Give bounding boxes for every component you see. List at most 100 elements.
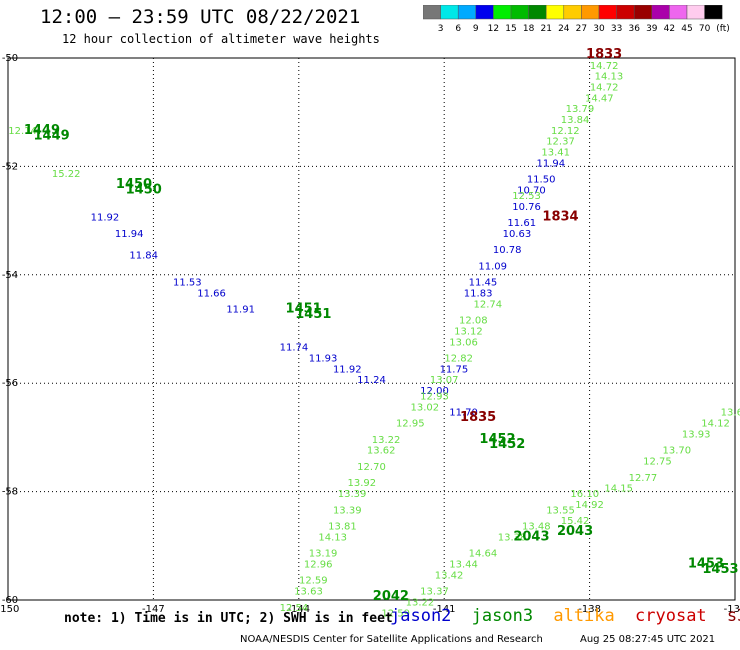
wave-height-point: 13.38 — [498, 532, 527, 543]
wave-height-point: 11.94 — [537, 158, 566, 169]
wave-height-point: 13.02 — [410, 402, 439, 413]
wave-height-point: 12.93 — [420, 391, 449, 402]
wave-height-point: 13.22 — [406, 597, 435, 608]
color-scale-legend: 3 6 9 12 15 18 21 24 27 30 33 36 39 42 45 70 (ft) — [423, 5, 730, 34]
wave-height-point: 11.50 — [527, 175, 556, 186]
plot-frame — [7, 57, 736, 601]
y-tick-label: -56 — [2, 378, 18, 389]
wave-height-point: 13.48 — [522, 522, 551, 533]
wave-height-point: 14.92 — [575, 500, 604, 511]
wave-height-point: 11.93 — [309, 354, 338, 365]
colorbar-tick-label: 21 — [540, 24, 551, 34]
wave-height-point: 11.94 — [115, 229, 144, 240]
wave-height-point: 13.92 — [347, 478, 376, 489]
pass-time-label: 1452 — [479, 432, 515, 447]
wave-height-point: 12.12 — [551, 126, 580, 137]
y-tick-label: -60 — [2, 595, 18, 606]
satellite-s3a: s3a — [726, 606, 740, 626]
credit-text: NOAA/NESDIS Center for Satellite Applica… — [240, 634, 543, 645]
colorbar-tick-label: 45 — [681, 24, 692, 34]
pass-time-label: 2043 — [513, 529, 549, 544]
pass-time-label: 1451 — [286, 302, 322, 317]
colorbar-tick-label: 9 — [473, 24, 479, 34]
wave-height-point: 12.74 — [473, 299, 502, 310]
wave-height-point: 13.60 — [721, 408, 740, 419]
wave-height-point: 12.96 — [304, 559, 333, 570]
pass-time-label: 1450 — [116, 177, 152, 192]
wave-height-point: 13.81 — [328, 522, 357, 533]
pass-time-label: 1835 — [460, 410, 496, 425]
wave-height-point: 13.41 — [541, 148, 570, 159]
wave-height-point: 14.64 — [469, 549, 498, 560]
pass-time-label: 1834 — [542, 210, 578, 225]
wave-height-point: 14.13 — [318, 532, 347, 543]
pass-time-label: 2042 — [373, 589, 409, 604]
wave-height-point: 13.42 — [435, 570, 464, 581]
wave-height-point: 13.39 — [338, 489, 367, 500]
wave-height-point: 12.53 — [512, 191, 541, 202]
wave-height-point: 13.22 — [372, 435, 401, 446]
y-tick-label: -58 — [2, 487, 18, 498]
colorbar-tick-label: 39 — [646, 24, 658, 34]
wave-height-point: 13.06 — [449, 337, 478, 348]
x-tick-label: -144 — [287, 604, 310, 615]
wave-height-point: 11.91 — [226, 305, 255, 316]
satellite-jason3: jason3 — [471, 606, 534, 626]
colorbar-tick-label: 15 — [505, 24, 516, 34]
colorbar-tick-label: 12 — [488, 24, 499, 34]
pass-time-label: 1453 — [688, 556, 724, 571]
wave-height-point: 10.70 — [517, 186, 546, 197]
wave-height-point: 14.72 — [590, 83, 619, 94]
wave-height-point: 13.63 — [294, 587, 323, 598]
colorbar-tick-label: 70 — [699, 24, 711, 34]
wave-height-point: 16.10 — [570, 489, 599, 500]
wave-height-point: 13.12 — [454, 326, 483, 337]
wave-height-point: 15.42 — [561, 516, 590, 527]
wave-height-point: 13.39 — [333, 505, 362, 516]
wave-height-point: 11.84 — [129, 251, 158, 262]
x-tick-label: -147 — [142, 604, 165, 615]
wave-height-point: 14.47 — [585, 93, 614, 104]
wave-height-point: 13.37 — [420, 587, 449, 598]
wave-height-point: 13.55 — [546, 505, 575, 516]
wave-height-point: 13.62 — [367, 446, 396, 457]
wave-height-point: 11.74 — [280, 343, 309, 354]
wave-height-point: 13.93 — [682, 429, 711, 440]
y-tick-label: -50 — [2, 53, 18, 64]
wave-height-point: 13.70 — [663, 446, 692, 457]
pass-time-label: 1833 — [586, 47, 622, 62]
wave-height-point: 14.15 — [604, 484, 633, 495]
wave-height-point: 11.45 — [469, 278, 498, 289]
wave-height-point: 11.92 — [91, 213, 120, 224]
satellite-cryosat: cryosat — [635, 606, 707, 626]
wave-height-point: 10.76 — [512, 202, 541, 213]
colorbar-tick-label: 24 — [558, 24, 570, 34]
wave-height-point: 12.82 — [444, 354, 473, 365]
x-tick-label: -141 — [433, 604, 456, 615]
wave-height-point: 14.13 — [595, 72, 624, 83]
x-tick-label: -150 — [0, 604, 19, 615]
wave-height-point: 12.14 — [8, 126, 37, 137]
chart-title: 12:00 – 23:59 UTC 08/22/2021 — [40, 6, 361, 28]
wave-height-point: 12.95 — [396, 419, 425, 430]
wave-height-point: 12.37 — [546, 137, 575, 148]
wave-height-point: 12.08 — [459, 316, 488, 327]
wave-height-point: 12.59 — [381, 608, 410, 619]
colorbar-tick-label: 42 — [664, 24, 675, 34]
wave-height-point: 13.84 — [561, 115, 590, 126]
satellite-legend: jason2 jason3 altika cryosat s3a — [390, 606, 740, 626]
colorbar-tick-label: 33 — [611, 24, 622, 34]
wave-height-point: 10.63 — [503, 229, 532, 240]
y-tick-label: -54 — [2, 270, 18, 281]
wave-height-point: 15.22 — [52, 169, 81, 180]
wave-height-point: 11.24 — [357, 375, 386, 386]
wave-height-point: 11.83 — [464, 288, 493, 299]
colorbar-tick-label: 36 — [628, 24, 640, 34]
wave-height-point: 13.44 — [449, 559, 478, 570]
satellite-jason2: jason2 — [390, 606, 452, 626]
wave-height-point: 11.92 — [333, 364, 362, 375]
chart-subtitle: 12 hour collection of altimeter wave hei… — [62, 32, 380, 46]
wave-height-point: 11.09 — [478, 261, 507, 272]
pass-time-label: 1450 — [126, 183, 162, 198]
satellite-altika: altika — [553, 606, 615, 626]
